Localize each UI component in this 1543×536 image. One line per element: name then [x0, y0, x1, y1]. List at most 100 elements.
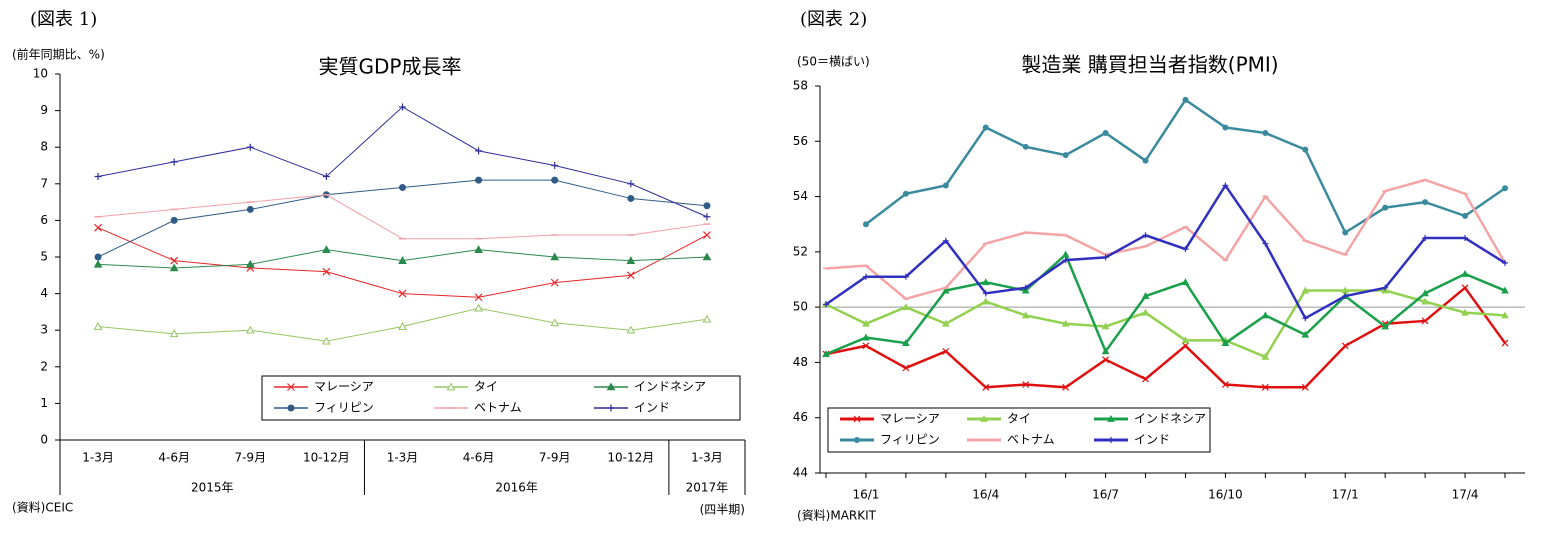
y-tick-label: 50	[793, 300, 808, 314]
marker	[1342, 229, 1349, 236]
marker	[862, 221, 869, 228]
y-tick-label: 58	[793, 79, 808, 93]
y-tick-label: 52	[793, 244, 808, 258]
marker	[1261, 352, 1270, 360]
marker	[398, 289, 407, 298]
marker	[902, 339, 910, 346]
series-line	[825, 183, 1506, 320]
y-tick-label: 6	[40, 213, 48, 227]
marker	[1461, 308, 1469, 316]
marker	[446, 382, 456, 391]
series-line	[825, 252, 1506, 356]
marker	[1422, 235, 1429, 242]
chart-title: 製造業 購買担当者指数(PMI)	[1021, 53, 1278, 77]
marker	[1501, 339, 1509, 347]
marker	[1101, 347, 1110, 355]
marker	[1022, 284, 1029, 291]
marker	[1461, 269, 1469, 277]
group-label: 2016年	[495, 481, 538, 495]
x-tick-label: 16/1	[852, 488, 879, 502]
marker	[1381, 322, 1390, 330]
marker	[1462, 235, 1469, 242]
marker	[475, 176, 483, 184]
y-tick-label: 9	[40, 103, 48, 117]
x-tick-label: 1-3月	[82, 451, 114, 465]
marker	[1181, 336, 1190, 344]
x-tick-label: 1-3月	[691, 451, 723, 465]
legend-label: ベトナム	[1007, 433, 1055, 447]
marker	[1422, 199, 1429, 206]
marker	[981, 297, 990, 305]
y-tick-label: 7	[40, 176, 48, 190]
figure-label: (図表 2)	[800, 9, 867, 30]
source: (資料)MARKIT	[797, 509, 877, 523]
marker	[1102, 356, 1110, 364]
legend-label: フィリピン	[880, 433, 940, 447]
marker	[1062, 152, 1069, 159]
marker	[246, 143, 254, 151]
y-tick-label: 3	[40, 323, 48, 337]
marker	[902, 190, 909, 197]
marker	[1022, 143, 1029, 150]
marker	[169, 329, 179, 338]
marker	[941, 286, 950, 294]
marker	[245, 259, 255, 268]
series-line	[97, 179, 707, 258]
marker	[1142, 157, 1149, 164]
marker	[1301, 383, 1309, 391]
marker	[399, 183, 406, 191]
y-tick-label: 0	[40, 433, 48, 447]
marker	[93, 322, 103, 330]
marker	[551, 176, 559, 184]
marker	[551, 162, 559, 169]
marker	[626, 271, 635, 280]
legend-label: インドネシア	[1134, 412, 1206, 426]
marker	[550, 252, 560, 261]
marker	[399, 103, 406, 111]
marker	[170, 216, 178, 224]
marker	[853, 415, 861, 423]
marker	[703, 213, 711, 221]
marker	[1302, 146, 1309, 153]
y-tick-label: 56	[793, 134, 808, 148]
marker	[1221, 339, 1230, 346]
marker	[980, 414, 988, 422]
marker	[550, 278, 559, 287]
marker	[822, 350, 830, 358]
marker	[1221, 381, 1229, 388]
marker	[1061, 319, 1070, 327]
marker	[1262, 240, 1269, 247]
marker	[1062, 257, 1069, 264]
legend-box	[827, 407, 1211, 453]
marker	[94, 253, 102, 261]
marker	[1382, 284, 1389, 291]
marker	[1261, 311, 1270, 319]
marker	[1502, 185, 1508, 192]
y-tick-label: 5	[40, 250, 48, 264]
marker	[1502, 259, 1508, 266]
y-tick-label: 8	[40, 140, 48, 154]
marker	[398, 322, 407, 330]
marker	[1262, 129, 1269, 136]
marker	[322, 172, 330, 180]
x-tick-label: 17/1	[1332, 488, 1359, 502]
marker	[474, 293, 483, 302]
chart-title: 実質GDP成長率	[319, 55, 462, 79]
marker	[1301, 330, 1310, 338]
marker	[982, 383, 990, 391]
marker	[942, 182, 949, 189]
marker	[322, 336, 331, 345]
x-unit: (四半期)	[700, 503, 745, 517]
marker	[941, 319, 950, 327]
marker	[1142, 375, 1149, 383]
series-line	[98, 194, 708, 240]
marker	[1222, 182, 1229, 189]
marker	[475, 147, 483, 155]
y-tick-label: 44	[793, 466, 808, 480]
x-tick-label: 4-6月	[158, 451, 190, 465]
x-tick-label: 17/4	[1452, 488, 1479, 502]
y-tick-label: 4	[40, 286, 48, 300]
marker	[823, 301, 829, 308]
marker	[1182, 342, 1189, 350]
